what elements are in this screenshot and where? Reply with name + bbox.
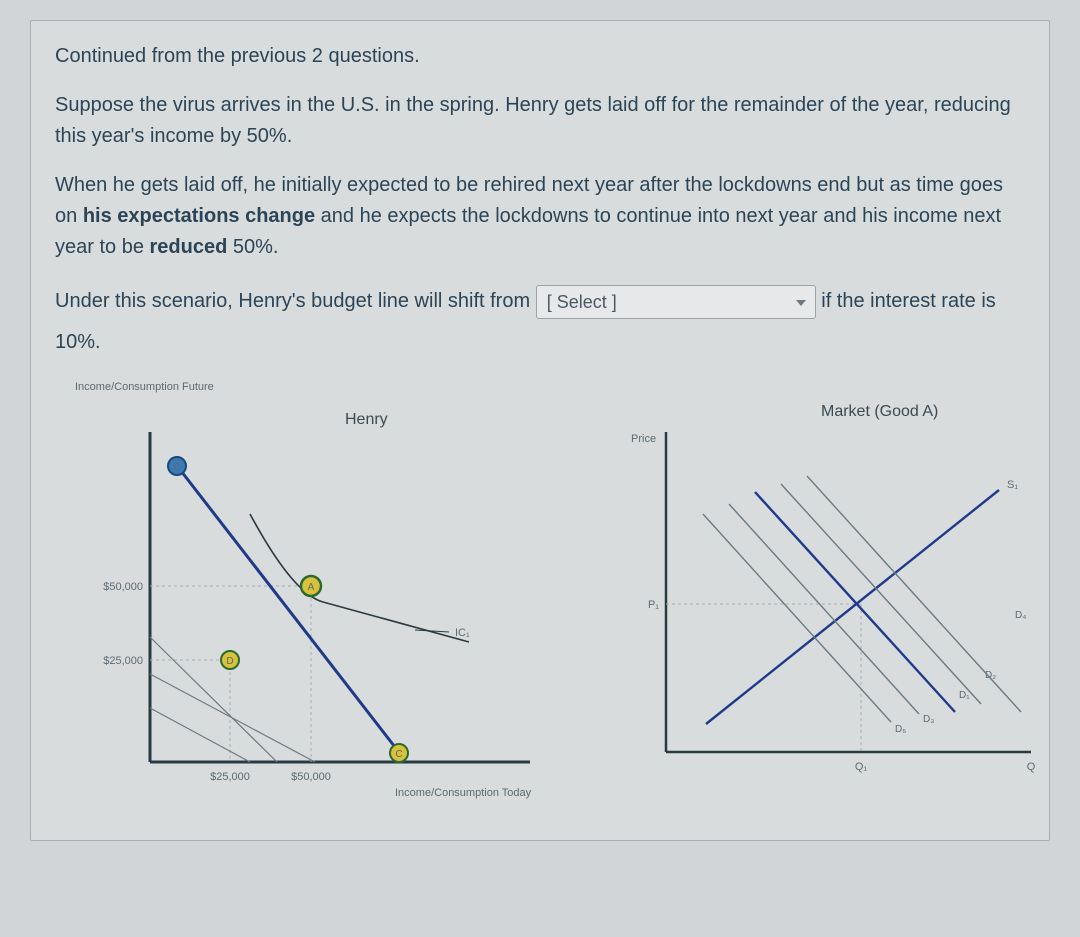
para-2: Suppose the virus arrives in the U.S. in… <box>55 90 1025 152</box>
question-box: Continued from the previous 2 questions.… <box>30 20 1050 841</box>
chart-market-svg: Market (Good A) Price P₁ Q₁ Q S₁ <box>611 372 1061 812</box>
chart-henry-svg: Income/Consumption Future Henry $50,000 … <box>55 372 595 812</box>
c2-d1-label: D₁ <box>959 690 970 701</box>
c1-ytick-50k: $50,000 <box>103 581 143 593</box>
c2-p1: P₁ <box>648 599 659 611</box>
c2-title: Market (Good A) <box>821 403 938 420</box>
c2-d1 <box>755 492 955 712</box>
c2-ylabel: Price <box>631 433 656 445</box>
para-3: When he gets laid off, he initially expe… <box>55 170 1025 263</box>
page: Continued from the previous 2 questions.… <box>0 0 1080 937</box>
c2-q: Q <box>1027 761 1036 773</box>
c1-ytick-25k: $25,000 <box>103 655 143 667</box>
c2-d3-label: D₃ <box>923 714 934 725</box>
c2-q1: Q₁ <box>855 761 868 773</box>
c1-point-a-label: A <box>308 582 315 593</box>
answer-select[interactable]: [ Select ] <box>536 285 816 319</box>
c2-d4 <box>807 476 1021 712</box>
c2-d5-label: D₅ <box>895 724 906 735</box>
c1-grey-2 <box>150 637 277 762</box>
question-text: Continued from the previous 2 questions.… <box>55 41 1025 263</box>
chart-henry: Income/Consumption Future Henry $50,000 … <box>55 372 595 812</box>
para-3d: reduced <box>150 236 228 258</box>
c1-ic-curve <box>250 514 469 642</box>
c1-point-c-label: C <box>395 749 402 760</box>
c1-ylabel: Income/Consumption Future <box>75 381 214 393</box>
charts-row: Income/Consumption Future Henry $50,000 … <box>55 372 1025 812</box>
c1-xtick-50k: $50,000 <box>291 771 331 783</box>
c2-s1: S₁ <box>1007 479 1018 491</box>
select-wrap: [ Select ] <box>536 282 816 322</box>
answer-line: Under this scenario, Henry's budget line… <box>55 281 1025 362</box>
c1-ic-label: IC₁ <box>455 627 470 639</box>
para-1: Continued from the previous 2 questions. <box>55 41 1025 72</box>
c1-xtick-25k: $25,000 <box>210 771 250 783</box>
c1-title: Henry <box>345 411 388 428</box>
c1-point-d-label: D <box>226 656 233 667</box>
para-3b: his expectations change <box>83 205 315 227</box>
answer-before: Under this scenario, Henry's budget line… <box>55 290 536 312</box>
c2-d4-label: D₄ <box>1015 610 1026 621</box>
c1-xlabel: Income/Consumption Today <box>395 787 532 799</box>
para-3e: 50%. <box>227 236 278 258</box>
c2-d5 <box>703 514 891 722</box>
c1-budget-main <box>171 458 405 760</box>
c1-grey-3 <box>150 708 250 762</box>
c2-supply <box>706 490 999 724</box>
chart-market: Market (Good A) Price P₁ Q₁ Q S₁ <box>611 372 1061 812</box>
c1-point-b-label: B <box>174 462 181 473</box>
